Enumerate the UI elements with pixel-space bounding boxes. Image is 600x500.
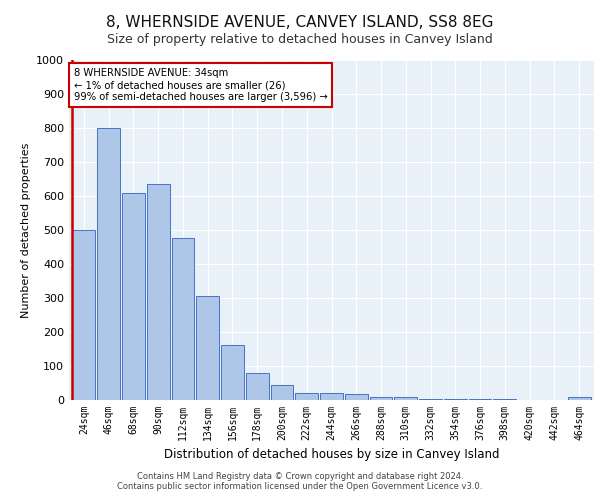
Bar (271, 384, 293, 400)
Bar (73, 230, 95, 400)
Bar (394, 398, 417, 400)
Bar (196, 296, 219, 400)
Bar (370, 396, 392, 400)
Text: 8, WHERNSIDE AVENUE, CANVEY ISLAND, SS8 8EG: 8, WHERNSIDE AVENUE, CANVEY ISLAND, SS8 … (106, 15, 494, 30)
Bar (345, 394, 368, 400)
Text: 8 WHERNSIDE AVENUE: 34sqm
← 1% of detached houses are smaller (26)
99% of semi-d: 8 WHERNSIDE AVENUE: 34sqm ← 1% of detach… (74, 68, 328, 102)
Text: Contains public sector information licensed under the Open Government Licence v3: Contains public sector information licen… (118, 482, 482, 491)
Y-axis label: Number of detached properties: Number of detached properties (20, 142, 31, 318)
Text: Size of property relative to detached houses in Canvey Island: Size of property relative to detached ho… (107, 32, 493, 46)
Bar (221, 344, 244, 400)
Bar (419, 398, 442, 400)
Bar (295, 392, 318, 400)
X-axis label: Distribution of detached houses by size in Canvey Island: Distribution of detached houses by size … (164, 448, 499, 462)
Bar (97, 128, 120, 400)
Bar (122, 192, 145, 400)
Bar (246, 373, 269, 400)
Bar (172, 238, 194, 400)
Text: Contains HM Land Registry data © Crown copyright and database right 2024.: Contains HM Land Registry data © Crown c… (137, 472, 463, 481)
Bar (568, 398, 590, 400)
Bar (147, 184, 170, 400)
Bar (444, 399, 467, 400)
Bar (320, 392, 343, 400)
